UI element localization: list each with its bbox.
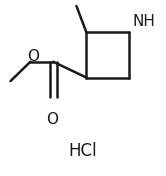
Text: O: O	[46, 112, 58, 127]
Text: O: O	[27, 49, 39, 64]
Text: HCl: HCl	[69, 142, 97, 160]
Text: NH: NH	[132, 14, 155, 29]
